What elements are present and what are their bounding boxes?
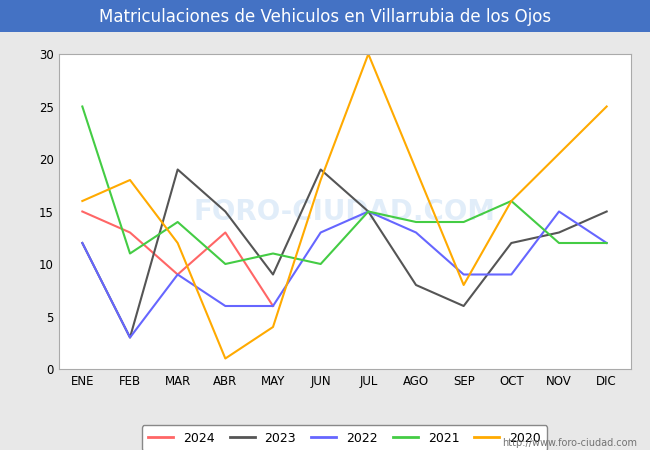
- 2023: [412, 282, 420, 288]
- Line: 2023: 2023: [83, 170, 606, 338]
- 2023: [269, 272, 277, 277]
- 2023: [365, 209, 372, 214]
- 2021: [126, 251, 134, 256]
- 2024: [126, 230, 134, 235]
- Line: 2024: 2024: [83, 212, 273, 306]
- 2022: [603, 240, 610, 246]
- 2020: [603, 104, 610, 109]
- 2024: [269, 303, 277, 309]
- Text: FORO-CIUDAD.COM: FORO-CIUDAD.COM: [194, 198, 495, 225]
- 2024: [222, 230, 229, 235]
- 2023: [460, 303, 467, 309]
- 2021: [317, 261, 324, 267]
- 2022: [174, 272, 181, 277]
- 2020: [508, 198, 515, 204]
- 2023: [79, 240, 86, 246]
- 2020: [269, 324, 277, 330]
- Text: http://www.foro-ciudad.com: http://www.foro-ciudad.com: [502, 438, 637, 448]
- 2023: [317, 167, 324, 172]
- 2020: [126, 177, 134, 183]
- 2021: [555, 240, 563, 246]
- 2021: [79, 104, 86, 109]
- 2022: [269, 303, 277, 309]
- 2023: [508, 240, 515, 246]
- 2021: [174, 219, 181, 225]
- 2023: [174, 167, 181, 172]
- 2022: [365, 209, 372, 214]
- 2022: [79, 240, 86, 246]
- 2021: [222, 261, 229, 267]
- Legend: 2024, 2023, 2022, 2021, 2020: 2024, 2023, 2022, 2021, 2020: [142, 425, 547, 450]
- 2020: [317, 177, 324, 183]
- 2021: [508, 198, 515, 204]
- 2023: [555, 230, 563, 235]
- 2022: [460, 272, 467, 277]
- Line: 2022: 2022: [83, 212, 606, 338]
- 2023: [222, 209, 229, 214]
- 2021: [460, 219, 467, 225]
- 2021: [365, 209, 372, 214]
- 2023: [126, 335, 134, 340]
- 2020: [79, 198, 86, 204]
- 2021: [412, 219, 420, 225]
- 2024: [79, 209, 86, 214]
- 2021: [269, 251, 277, 256]
- 2024: [174, 272, 181, 277]
- Line: 2020: 2020: [83, 54, 606, 359]
- 2020: [365, 51, 372, 57]
- 2022: [508, 272, 515, 277]
- Line: 2021: 2021: [83, 107, 606, 264]
- 2020: [460, 282, 467, 288]
- 2022: [126, 335, 134, 340]
- 2021: [603, 240, 610, 246]
- Text: Matriculaciones de Vehiculos en Villarrubia de los Ojos: Matriculaciones de Vehiculos en Villarru…: [99, 8, 551, 26]
- 2023: [603, 209, 610, 214]
- 2022: [317, 230, 324, 235]
- 2022: [222, 303, 229, 309]
- 2022: [412, 230, 420, 235]
- 2020: [222, 356, 229, 361]
- 2020: [174, 240, 181, 246]
- 2022: [555, 209, 563, 214]
